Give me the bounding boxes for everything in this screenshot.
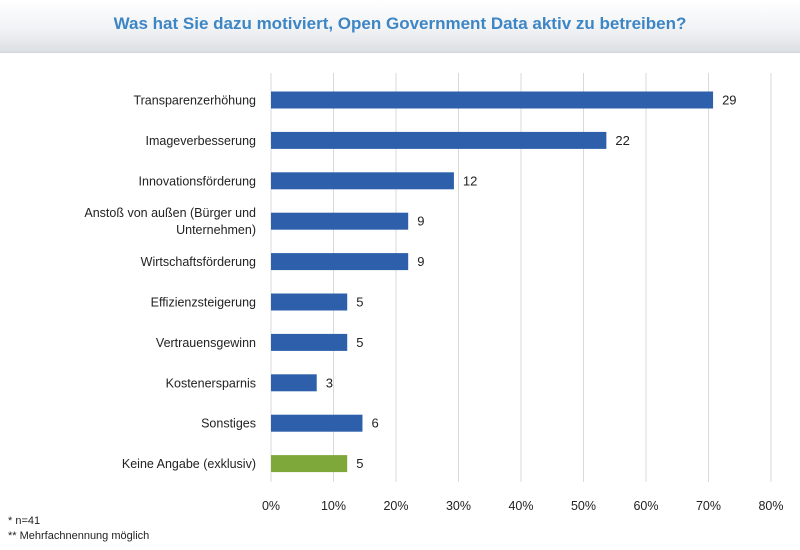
x-tick-label-4: 40%: [508, 499, 533, 513]
category-label-3-line-1: Unternehmen): [176, 223, 256, 237]
bar-1: [271, 131, 607, 149]
value-label-2: 12: [463, 173, 477, 188]
category-label-4: Wirtschaftsförderung: [141, 255, 256, 269]
bar-7: [271, 374, 317, 392]
footnote-sample-size: * n=41: [8, 515, 41, 527]
category-label-5: Effizienzsteigerung: [151, 296, 256, 310]
chart-title: Was hat Sie dazu motiviert, Open Governm…: [113, 14, 687, 33]
value-label-4: 9: [417, 254, 424, 269]
x-tick-label-8: 80%: [758, 499, 783, 513]
bar-0: [271, 91, 714, 109]
category-label-0: Transparenzerhöhung: [133, 94, 256, 108]
value-label-9: 5: [356, 456, 363, 471]
x-tick-label-5: 50%: [571, 499, 596, 513]
category-label-2: Innovationsförderung: [139, 174, 256, 188]
bar-8: [271, 414, 363, 432]
value-label-1: 22: [615, 133, 629, 148]
value-label-6: 5: [356, 335, 363, 350]
value-label-3: 9: [417, 214, 424, 229]
value-label-7: 3: [326, 375, 333, 390]
bar-6: [271, 333, 348, 351]
value-label-8: 6: [371, 416, 378, 431]
category-label-1: Imageverbesserung: [146, 134, 257, 148]
x-tick-label-1: 10%: [321, 499, 346, 513]
category-label-9: Keine Angabe (exklusiv): [122, 457, 256, 471]
value-label-5: 5: [356, 295, 363, 310]
bar-2: [271, 172, 454, 190]
category-label-8: Sonstiges: [201, 417, 256, 431]
bar-9: [271, 455, 348, 473]
value-label-0: 29: [722, 93, 736, 108]
footnotes: * n=41 ** Mehrfachnennung möglich: [8, 514, 149, 544]
x-tick-label-2: 20%: [383, 499, 408, 513]
x-tick-label-6: 60%: [633, 499, 658, 513]
category-label-6: Vertrauensgewinn: [156, 336, 256, 350]
bar-4: [271, 253, 409, 271]
category-label-7: Kostenersparnis: [166, 376, 256, 390]
bar-5: [271, 293, 348, 311]
category-label-3-line-0: Anstoß von außen (Bürger und: [84, 206, 256, 220]
x-tick-label-3: 30%: [446, 499, 471, 513]
x-tick-label-0: 0%: [262, 499, 280, 513]
bar-3: [271, 212, 409, 230]
footnote-multiple-answers: ** Mehrfachnennung möglich: [8, 530, 150, 542]
x-tick-label-7: 70%: [696, 499, 721, 513]
title-bar: Was hat Sie dazu motiviert, Open Governm…: [0, 0, 800, 53]
